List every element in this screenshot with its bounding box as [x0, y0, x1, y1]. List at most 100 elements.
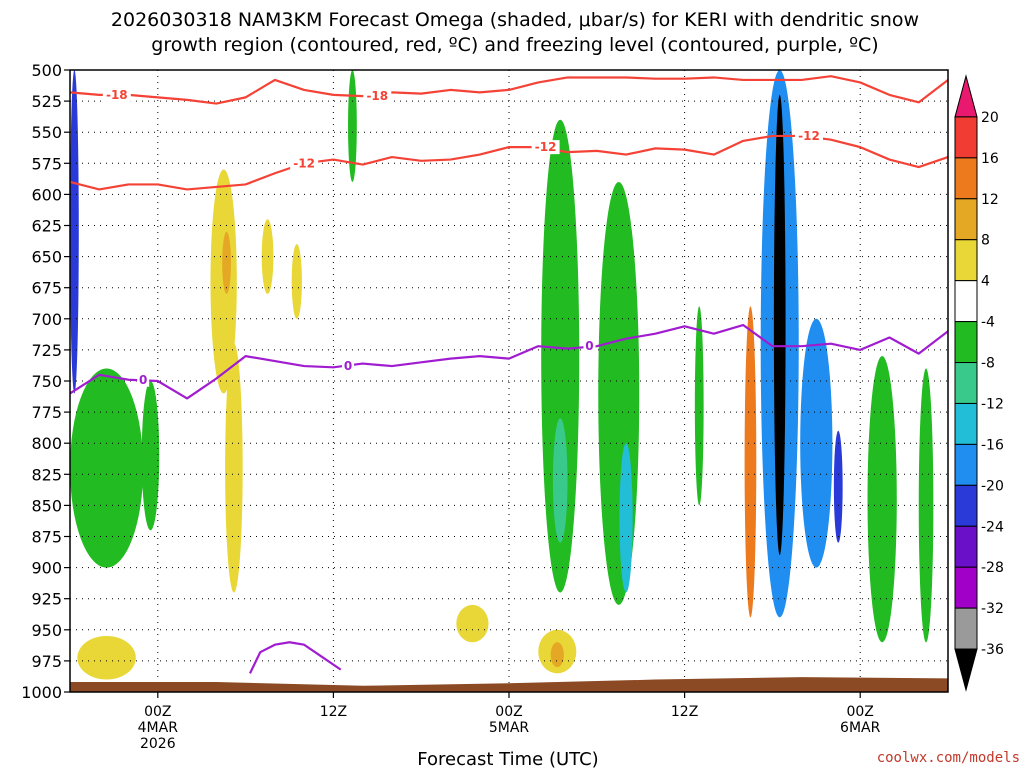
- colorbar-swatch-7: [954, 362, 978, 404]
- ytick-label-750: 750: [31, 372, 62, 391]
- isotherm-contours: -18 -18 -12 -12 -12 0 0 0: [69, 75, 949, 674]
- colorbar-label-7: -12: [981, 396, 1004, 412]
- colorbar-swatch-2: [954, 157, 978, 200]
- colorbar-swatch-12: [954, 566, 978, 609]
- source-credit: coolwx.com/models: [877, 750, 1020, 766]
- colorbar-legend: 20 16 12 8 4 -4 -8 -12 -16 -20 -24 -28 -32 -36: [954, 74, 1004, 692]
- ytick-label-700: 700: [31, 310, 62, 329]
- contour-label-bg-5: [137, 372, 150, 387]
- contour-label-7: 0: [585, 339, 593, 353]
- colorbar-swatch-3: [954, 198, 978, 241]
- omega-feature-8: [694, 306, 704, 506]
- contour-label-2: -12: [293, 156, 315, 170]
- omega-feature-24: [773, 94, 786, 556]
- omega-feature-10: [918, 368, 934, 643]
- chart-title-line-1: 2026030318 NAM3KM Forecast Omega (shaded…: [111, 9, 919, 31]
- omega-feature-20: [800, 318, 833, 568]
- xtick-label-0-0: 00Z: [144, 704, 171, 720]
- colorbar-label-10: -24: [981, 519, 1004, 535]
- xtick-label-3-0: 12Z: [671, 704, 698, 720]
- xtick-label-2-1: 5MAR: [489, 720, 530, 736]
- ytick-label-725: 725: [31, 341, 62, 360]
- xtick-label-2-0: 00Z: [495, 704, 522, 720]
- freezing-level-line: [69, 323, 949, 400]
- omega-shading-layer: [70, 70, 948, 692]
- ytick-label-850: 850: [31, 496, 62, 515]
- omega-feature-16: [550, 642, 564, 668]
- omega-feature-18: [619, 443, 633, 593]
- colorbar-label-11: -28: [981, 560, 1004, 576]
- contour-label-0: -18: [106, 88, 128, 102]
- terrain-layer: [70, 677, 948, 692]
- contour-label-4: -12: [798, 129, 820, 143]
- ytick-label-675: 675: [31, 279, 62, 298]
- omega-feature-2: [261, 219, 274, 294]
- colorbar-label-4: 4: [981, 274, 990, 290]
- colorbar-swatch-9: [954, 443, 978, 486]
- contour-label-bg-7: [583, 339, 596, 354]
- ytick-label-800: 800: [31, 434, 62, 453]
- ytick-label-875: 875: [31, 528, 62, 547]
- ytick-label-625: 625: [31, 217, 62, 236]
- colorbar-swatch-13: [954, 607, 978, 650]
- xtick-label-1-0: 12Z: [320, 704, 347, 720]
- colorbar-swatch-14: [954, 648, 978, 692]
- contour-label-bg-6: [342, 359, 355, 374]
- colorbar-label-8: -16: [981, 437, 1004, 453]
- terrain-surface: [70, 677, 948, 692]
- omega-feature-11: [456, 604, 489, 643]
- omega-feature-7: [348, 70, 357, 182]
- colorbar-swatch-10: [954, 484, 978, 527]
- ytick-label-1000: 1000: [21, 683, 62, 702]
- contour-label-bg-0: [102, 87, 131, 102]
- pressure-axis: 500 525 550 575 600 625 650 675 700 725 750 775 800 8…: [21, 61, 70, 702]
- omega-feature-14: [598, 181, 640, 605]
- ytick-label-950: 950: [31, 621, 62, 640]
- contour-label-bg-1: [363, 89, 392, 104]
- contour-label-bg-2: [290, 156, 319, 171]
- isotherm-minus18-line: [69, 75, 949, 105]
- ytick-label-825: 825: [31, 465, 62, 484]
- omega-feature-17: [552, 418, 568, 543]
- contour-label-3: -12: [535, 140, 557, 154]
- contour-label-1: -18: [366, 89, 388, 103]
- colorbar-label-5: -4: [981, 315, 995, 331]
- ytick-label-975: 975: [31, 652, 62, 671]
- xtick-label-4-1: 6MAR: [840, 720, 881, 736]
- x-axis-label: Forecast Time (UTC): [417, 749, 598, 768]
- colorbar-swatch-8: [954, 402, 978, 445]
- contour-label-bg-4: [794, 128, 823, 143]
- colorbar-label-1: 16: [981, 151, 999, 167]
- omega-feature-5: [70, 368, 144, 568]
- ytick-label-600: 600: [31, 185, 62, 204]
- xtick-label-0-1: 4MAR: [138, 720, 179, 736]
- ytick-label-900: 900: [31, 559, 62, 578]
- omega-feature-9: [867, 356, 897, 643]
- chart-title-line-2: growth region (contoured, red, ºC) and f…: [151, 34, 878, 56]
- colorbar-swatch-11: [954, 525, 978, 568]
- colorbar-label-3: 8: [981, 233, 990, 249]
- omega-feature-23: [833, 430, 843, 543]
- colorbar-label-0: 20: [981, 110, 999, 126]
- omega-feature-19: [744, 306, 757, 618]
- contour-label-bg-3: [531, 140, 560, 155]
- colorbar-label-12: -32: [981, 601, 1004, 617]
- omega-feature-22: [70, 70, 79, 394]
- xtick-label-0-2: 2026: [140, 736, 176, 752]
- colorbar-swatch-6: [954, 321, 978, 364]
- ytick-label-575: 575: [31, 154, 62, 173]
- colorbar-label-13: -36: [981, 642, 1004, 658]
- colorbar-label-2: 12: [981, 192, 999, 208]
- contour-label-6: 0: [344, 359, 352, 373]
- colorbar-label-9: -20: [981, 478, 1004, 494]
- grid-lines: [70, 70, 948, 692]
- omega-feature-1: [225, 343, 243, 593]
- colorbar-swatch-0: [954, 74, 978, 118]
- xtick-label-4-0: 00Z: [846, 704, 873, 720]
- ytick-label-925: 925: [31, 590, 62, 609]
- ytick-label-525: 525: [31, 92, 62, 111]
- freezing-level-surface-line: [249, 641, 342, 674]
